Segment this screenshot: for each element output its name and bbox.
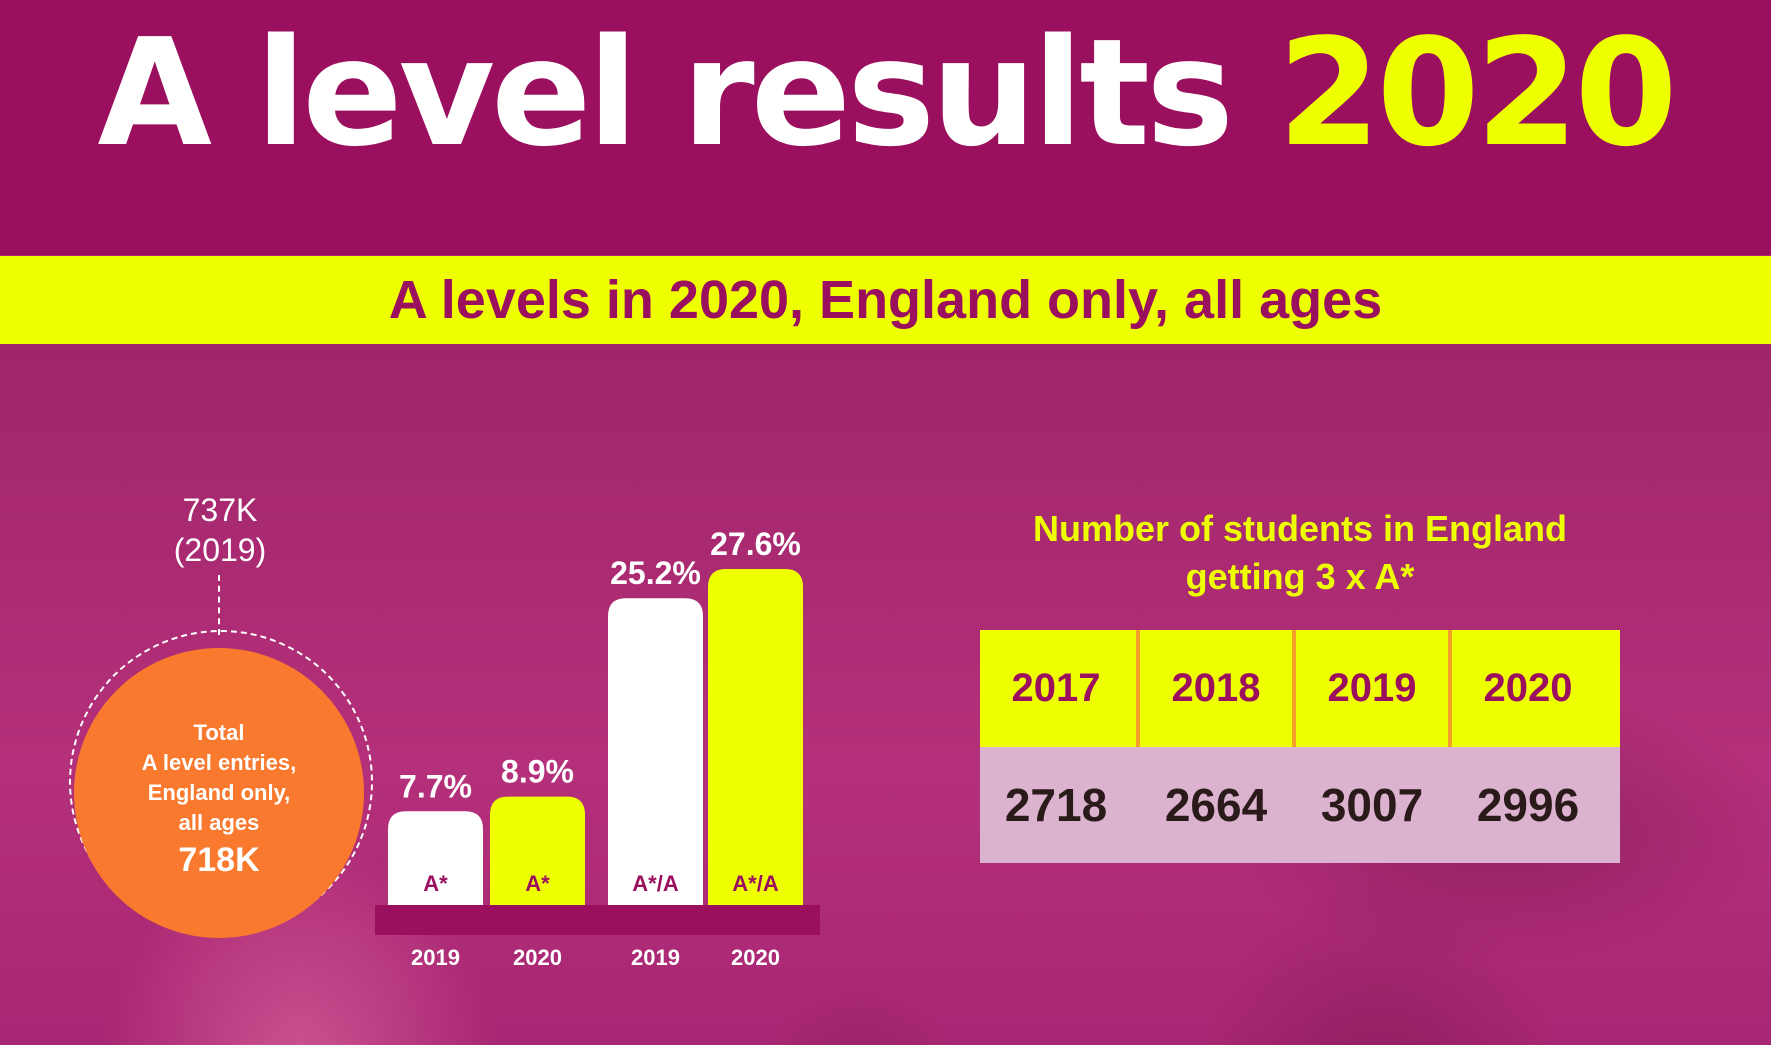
bar-grade-label: A*/A — [632, 871, 679, 896]
bar-grade-label: A*/A — [732, 871, 779, 896]
table-header-cell: 2018 — [1171, 666, 1261, 710]
header-band — [0, 0, 1771, 255]
entries-circle — [74, 648, 364, 938]
previous-entries-note: 737K (2019) — [120, 490, 320, 570]
students-table: 2017 2018 2019 2020 2718 2664 3007 2996 — [980, 630, 1620, 863]
bar-year-label: 2019 — [411, 945, 460, 970]
bar-year-label: 2020 — [731, 945, 780, 970]
chart-baseline — [375, 905, 820, 935]
table-divider — [1448, 630, 1452, 747]
bar — [708, 569, 803, 905]
dashed-connector — [218, 575, 220, 635]
table-header-cell: 2017 — [1011, 666, 1101, 710]
entries-label-line2: A level entries, — [141, 750, 297, 775]
entries-circle-text: Total A level entries, England only, all… — [74, 718, 364, 882]
table-value-cell: 3007 — [1320, 779, 1424, 831]
entries-label-line3: England only, — [147, 780, 291, 805]
bar-grade-label: A* — [525, 871, 550, 896]
table-value-row: 2718 2664 3007 2996 — [980, 747, 1620, 863]
table-value-cell: 2664 — [1164, 779, 1268, 831]
previous-entries-value: 737K — [182, 492, 258, 528]
bar — [608, 598, 703, 905]
title-year: 2020 — [1277, 7, 1678, 179]
page-title: A level results 2020 — [0, 8, 1771, 178]
table-divider — [1136, 630, 1140, 747]
students-table-title: Number of students in England getting 3 … — [1032, 508, 1567, 597]
table-value-cell: 2996 — [1476, 779, 1580, 831]
bar-year-label: 2020 — [513, 945, 562, 970]
bar-year-label: 2019 — [631, 945, 680, 970]
bar-value-label: 7.7% — [399, 768, 472, 804]
table-divider — [1292, 630, 1296, 747]
bar-value-label: 25.2% — [610, 555, 701, 591]
table-header-cell: 2019 — [1327, 666, 1417, 710]
entries-label-line1: Total — [193, 720, 245, 745]
entries-current-value: 718K — [178, 841, 260, 879]
bar-value-label: 8.9% — [501, 754, 574, 790]
previous-entries-year: (2019) — [173, 532, 267, 568]
bar-value-label: 27.6% — [710, 526, 801, 562]
title-main: A level results — [97, 7, 1234, 179]
bar — [490, 796, 585, 905]
table-value-cell: 2718 — [1004, 779, 1108, 831]
bar — [388, 811, 483, 905]
grade-bar-chart: 7.7% A* 2019 8.9% A* 2020 25.2% A*/A 2019 27.6% A*… — [375, 526, 820, 970]
table-header-row: 2017 2018 2019 2020 — [980, 630, 1620, 747]
subtitle: A levels in 2020, England only, all ages — [388, 270, 1383, 330]
table-header-cell: 2020 — [1483, 666, 1573, 710]
subtitle-band — [0, 256, 1771, 344]
entries-label-line4: all ages — [178, 810, 260, 835]
bar-grade-label: A* — [423, 871, 448, 896]
